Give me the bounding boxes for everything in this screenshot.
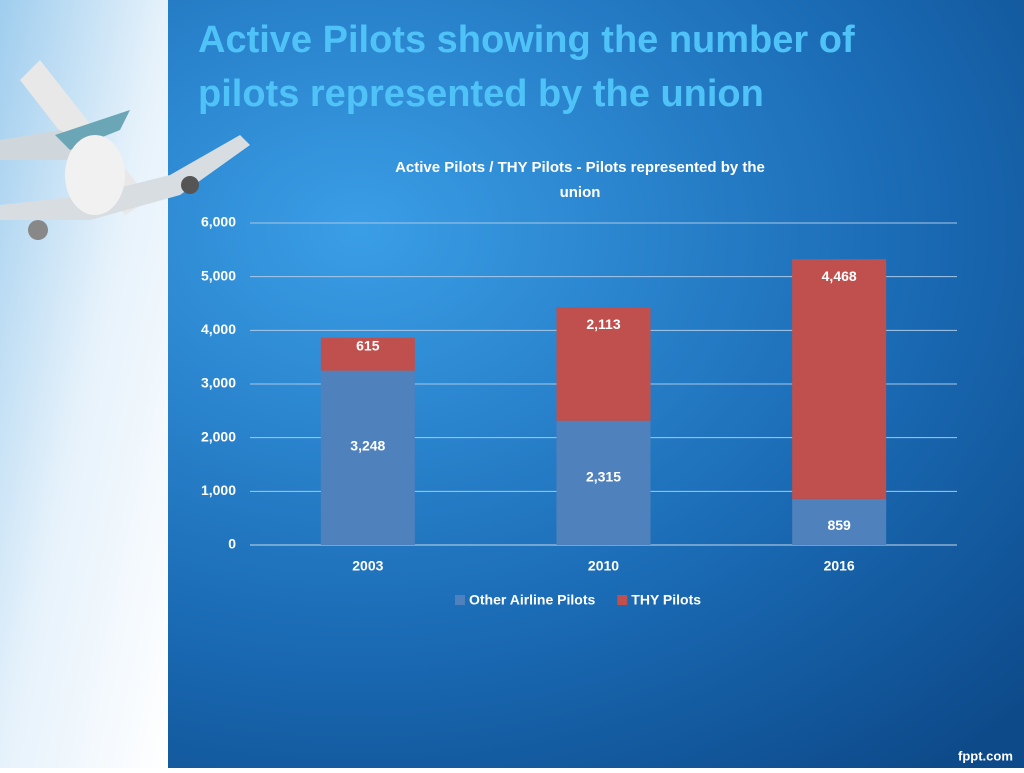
value-label: 3,248 [350,438,385,454]
bar-segment [556,307,651,421]
x-tick-label: 2016 [824,558,855,574]
legend-label: THY Pilots [631,592,701,608]
bar-segment [320,337,415,371]
value-label: 859 [827,517,851,533]
bar-segment [556,420,651,545]
y-tick-label: 6,000 [201,214,236,230]
legend-swatch [617,595,628,605]
x-tick-label: 2010 [588,558,619,574]
chart-title: Active Pilots / THY Pilots - Pilots repr… [395,159,765,201]
y-tick-label: 5,000 [201,267,236,283]
side-panel [0,0,168,768]
title-line: Active Pilots showing the number of [198,19,855,61]
value-label: 2,315 [586,469,621,485]
y-tick-label: 4,000 [201,321,236,337]
title-line: Active Pilots / THY Pilots - Pilots repr… [395,159,765,176]
value-label: 2,113 [586,316,620,332]
bar-segment [792,498,887,545]
legend-swatch [455,595,465,605]
y-tick-label: 2,000 [201,428,236,444]
legend-label: Other Airline Pilots [469,592,595,608]
title-line: pilots represented by the union [198,73,764,115]
bar-segment [320,370,415,545]
x-tick-label: 2003 [352,558,383,574]
y-tick-label: 0 [228,536,236,552]
slide-title: Active Pilots showing the number of pilot… [198,19,855,115]
airplane [0,60,250,240]
bar-segment [792,259,887,499]
y-tick-label: 3,000 [201,375,236,391]
footer: fppt.com [958,748,1013,763]
title-line: union [560,184,601,201]
y-tick-label: 1,000 [201,482,236,498]
value-label: 4,468 [822,268,857,284]
value-label: 615 [356,337,380,353]
